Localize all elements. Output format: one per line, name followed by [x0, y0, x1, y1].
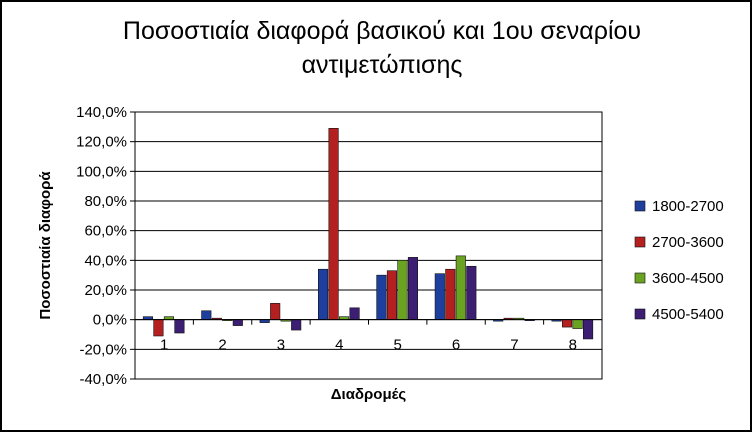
bar-3600-4500-8 [572, 319, 583, 329]
bar-3600-4500-5 [397, 260, 408, 320]
bar-4500-5400-6 [466, 265, 477, 320]
legend-swatch [634, 236, 646, 248]
bar-3600-4500-6 [455, 255, 466, 320]
bar-1800-2700-6 [434, 273, 445, 320]
y-tick-label: 20,0% [84, 282, 127, 299]
y-tick-label: -40,0% [79, 371, 127, 388]
y-tick-label: 40,0% [84, 252, 127, 269]
y-tick-label: 100,0% [76, 163, 127, 180]
bar-4500-5400-3 [291, 319, 302, 331]
bar-4500-5400-2 [232, 319, 243, 326]
bar-2700-3600-1 [153, 319, 164, 337]
legend-label: 2700-3600 [652, 234, 724, 251]
x-tick-label: 1 [160, 337, 168, 354]
y-tick-labels: -40,0% -20,0% 0,0% 20,0% 40,0% 60,0% 80,0% 100,… [76, 104, 127, 388]
y-tick-label: 80,0% [84, 193, 127, 210]
legend-label: 1800-2700 [652, 198, 724, 215]
x-tick-labels: 1 2 3 4 5 6 7 8 [160, 337, 577, 354]
bar-4500-5400-4 [349, 307, 360, 320]
x-tick-label: 2 [218, 337, 226, 354]
x-tick-label: 5 [394, 337, 402, 354]
bar-4500-5400-8 [583, 319, 594, 340]
x-tick-label: 3 [277, 337, 285, 354]
x-tick-label: 8 [569, 337, 577, 354]
x-tick-label: 7 [510, 337, 518, 354]
bar-2700-3600-8 [562, 319, 573, 328]
y-axis-label: Ποσοστιαία διαφορά [37, 171, 54, 320]
x-tick-label: 4 [335, 337, 343, 354]
bar-1800-2700-4 [318, 268, 329, 320]
y-tick-label: 120,0% [76, 134, 127, 151]
bars [142, 128, 594, 340]
x-tick-label: 6 [452, 337, 460, 354]
legend-label: 4500-5400 [652, 306, 724, 323]
bar-1800-2700-2 [201, 310, 212, 320]
y-tick-label: 0,0% [93, 312, 127, 329]
bar-4500-5400-1 [174, 319, 185, 334]
y-tick-label: -20,0% [79, 341, 127, 358]
gridlines [130, 111, 602, 380]
plot-area [134, 111, 603, 380]
x-axis-label: Διαδρομές [331, 386, 407, 403]
legend-swatch [634, 308, 646, 320]
bar-2700-3600-4 [328, 128, 339, 320]
legend-swatch [634, 272, 646, 284]
legend-label: 3600-4500 [652, 270, 724, 287]
chart-title: Ποσοστιαία διαφορά βασικού και 1ου σεναρ… [122, 17, 642, 79]
legend-swatch [634, 200, 646, 212]
bar-4500-5400-5 [407, 257, 418, 320]
bar-1800-2700-5 [376, 274, 387, 320]
y-tick-label: 140,0% [76, 104, 127, 121]
bar-2700-3600-3 [270, 303, 281, 320]
legend: 1800-2700 2700-3600 3600-4500 4500-5400 [634, 198, 724, 323]
y-tick-label: 60,0% [84, 223, 127, 240]
bar-2700-3600-5 [386, 270, 397, 320]
bar-2700-3600-6 [445, 268, 456, 320]
